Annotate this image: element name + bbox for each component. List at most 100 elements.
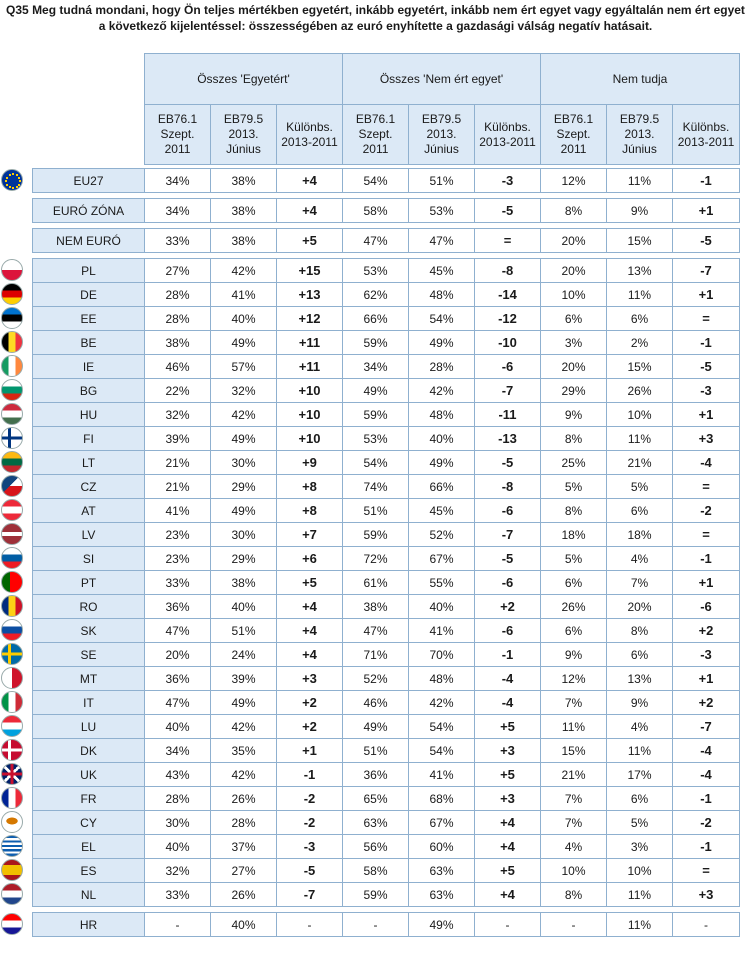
country-label: UK [32, 762, 145, 787]
column-header-line: EB76.1 [157, 112, 198, 126]
column-header: Különbs. 2013-2011 [276, 104, 343, 165]
france-flag-icon [1, 787, 23, 809]
value-cell: 21% [606, 450, 673, 475]
value-cell: 54% [408, 714, 475, 739]
value-cell: 15% [540, 738, 607, 763]
latvia-flag-icon [1, 523, 23, 545]
column-header-line: Június [622, 142, 657, 156]
lithuania-flag-icon [1, 451, 23, 473]
value-cell: 17% [606, 762, 673, 787]
country-label: SI [32, 546, 145, 571]
group-header: Összes 'Egyetért' [144, 53, 343, 105]
value-cell: 4% [606, 546, 673, 571]
diff-cell: - [474, 912, 541, 937]
diff-cell: +2 [276, 690, 343, 715]
value-cell: 29% [540, 378, 607, 403]
value-cell: 41% [408, 762, 475, 787]
column-header-line: Szept. [358, 127, 393, 141]
column-header: EB76.1 Szept. 2011 [540, 104, 607, 165]
hungary-flag-icon [1, 403, 23, 425]
diff-cell: +4 [276, 594, 343, 619]
value-cell: 42% [408, 690, 475, 715]
value-cell: 12% [540, 168, 607, 193]
country-label: HU [32, 402, 145, 427]
value-cell: 33% [144, 570, 211, 595]
value-cell: 23% [144, 546, 211, 571]
value-cell: 23% [144, 522, 211, 547]
value-cell: 12% [540, 666, 607, 691]
diff-cell: -4 [474, 666, 541, 691]
diff-cell: = [672, 306, 740, 331]
luxembourg-flag-icon [1, 715, 23, 737]
diff-cell: -5 [672, 354, 740, 379]
column-header: EB79.5 2013. Június [210, 104, 277, 165]
value-cell: 40% [144, 714, 211, 739]
diff-cell: -4 [672, 738, 740, 763]
value-cell: 63% [342, 810, 409, 835]
value-cell: 36% [144, 594, 211, 619]
value-cell: 59% [342, 882, 409, 907]
diff-cell: -1 [672, 786, 740, 811]
country-label: LT [32, 450, 145, 475]
value-cell: 42% [210, 714, 277, 739]
diff-cell: +1 [276, 738, 343, 763]
eu-star [15, 173, 18, 176]
value-cell: 15% [606, 228, 673, 253]
value-cell: 42% [408, 378, 475, 403]
value-cell: 15% [606, 354, 673, 379]
czechia-flag-icon [1, 475, 23, 497]
value-cell: 41% [408, 618, 475, 643]
value-cell: 27% [144, 258, 211, 283]
value-cell: 58% [342, 198, 409, 223]
value-cell: 20% [540, 228, 607, 253]
value-cell: 47% [342, 228, 409, 253]
value-cell: 26% [210, 882, 277, 907]
value-cell: 54% [342, 168, 409, 193]
value-cell: 47% [144, 618, 211, 643]
romania-flag-icon [1, 595, 23, 617]
diff-cell: -7 [672, 714, 740, 739]
value-cell: 46% [342, 690, 409, 715]
value-cell: 39% [144, 426, 211, 451]
value-cell: 47% [408, 228, 475, 253]
value-cell: 8% [540, 426, 607, 451]
column-header-line: 2013-2011 [479, 134, 536, 149]
country-label: CZ [32, 474, 145, 499]
value-cell: 22% [144, 378, 211, 403]
column-header: EB79.5 2013. Június [408, 104, 475, 165]
value-cell: 24% [210, 642, 277, 667]
value-cell: 30% [210, 522, 277, 547]
malta-flag-icon [1, 667, 23, 689]
value-cell: 21% [540, 762, 607, 787]
spain-flag-icon [1, 859, 23, 881]
value-cell: 20% [540, 354, 607, 379]
diff-cell: +5 [474, 858, 541, 883]
diff-cell: -2 [672, 810, 740, 835]
value-cell: 13% [606, 666, 673, 691]
diff-cell: +11 [276, 354, 343, 379]
value-cell: 6% [540, 306, 607, 331]
value-cell: 7% [606, 570, 673, 595]
value-cell: 60% [408, 834, 475, 859]
value-cell: 40% [210, 306, 277, 331]
value-cell: 11% [606, 912, 673, 937]
value-cell: 38% [210, 228, 277, 253]
value-cell: 48% [408, 402, 475, 427]
eu-star [19, 180, 21, 182]
value-cell: 71% [342, 642, 409, 667]
diff-cell: +3 [672, 882, 740, 907]
value-cell: 8% [606, 618, 673, 643]
diff-cell: +5 [276, 570, 343, 595]
diff-cell: -3 [474, 168, 541, 193]
greece-flag-icon [1, 835, 23, 857]
country-label: CY [32, 810, 145, 835]
value-cell: 49% [408, 330, 475, 355]
diff-cell: +2 [672, 690, 740, 715]
value-cell: 33% [144, 882, 211, 907]
value-cell: 8% [540, 882, 607, 907]
diff-cell: - [276, 912, 343, 937]
column-header-line: 2013. [426, 127, 457, 141]
value-cell: 59% [342, 522, 409, 547]
eu-star [15, 186, 18, 189]
value-cell: 20% [144, 642, 211, 667]
